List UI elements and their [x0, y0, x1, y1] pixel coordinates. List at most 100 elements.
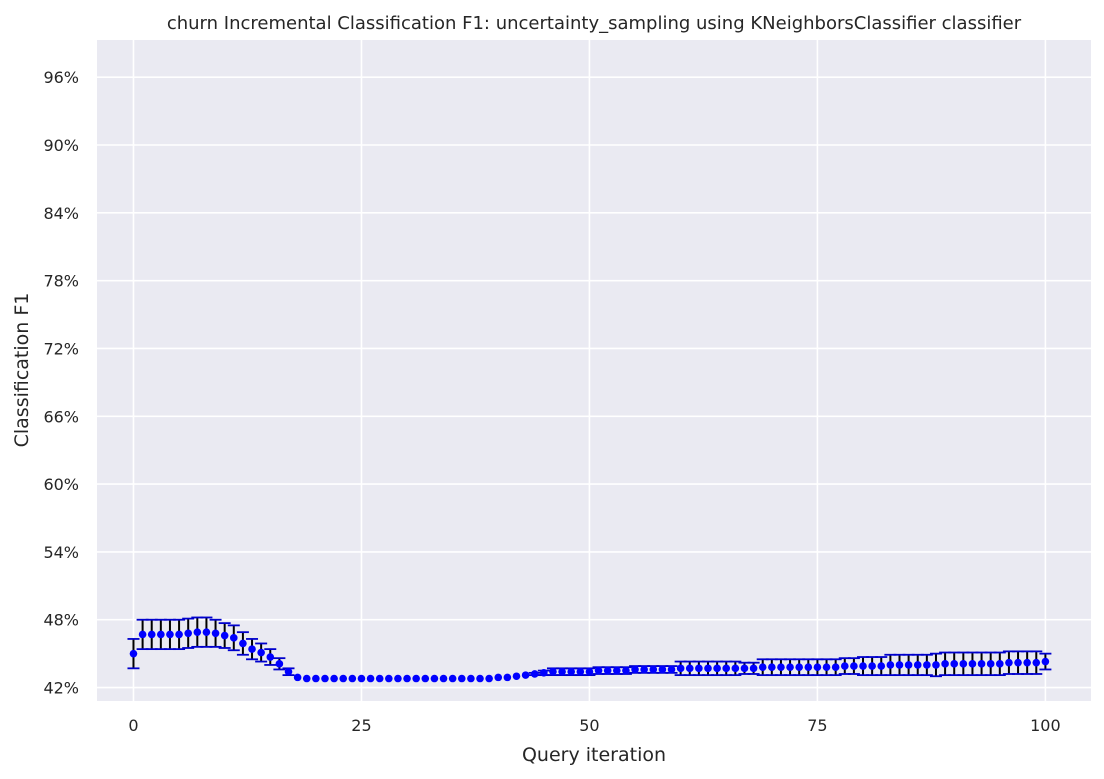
data-point: [175, 630, 183, 639]
data-point: [540, 669, 548, 677]
data-point: [822, 663, 831, 672]
data-point: [886, 661, 895, 669]
data-point: [804, 663, 813, 672]
data-point: [576, 667, 585, 676]
data-point: [1005, 658, 1013, 667]
data-point: [950, 660, 959, 668]
data-point: [193, 628, 202, 636]
data-point: [312, 674, 320, 683]
y-tick-label: 72%: [43, 339, 79, 358]
data-point: [986, 660, 995, 668]
x-tick-label: 0: [128, 716, 138, 735]
x-tick-labels: 0 25 50 75 100: [128, 716, 1060, 735]
data-point: [704, 664, 712, 673]
y-tick-label: 66%: [43, 407, 79, 426]
data-point: [549, 667, 557, 676]
y-tick-label: 84%: [43, 204, 79, 223]
data-point: [1023, 658, 1031, 667]
y-tick-label: 60%: [43, 475, 79, 494]
data-point: [521, 671, 530, 679]
y-tick-label: 90%: [43, 136, 79, 155]
data-point: [649, 665, 658, 674]
data-point: [439, 674, 448, 683]
data-point: [594, 666, 603, 675]
data-point: [722, 664, 731, 673]
data-point: [777, 663, 785, 672]
data-points: [129, 628, 1050, 683]
data-point: [239, 639, 247, 648]
data-point: [403, 674, 411, 683]
data-point: [850, 662, 858, 670]
data-point: [1041, 657, 1050, 666]
data-point: [968, 660, 977, 668]
data-point: [467, 674, 475, 683]
data-point: [366, 674, 375, 683]
data-point: [667, 665, 676, 674]
data-point: [348, 674, 357, 683]
data-point: [293, 673, 302, 682]
data-point: [512, 672, 521, 681]
y-tick-label: 96%: [43, 68, 79, 87]
data-point: [302, 674, 311, 683]
data-point: [1014, 658, 1022, 667]
data-point: [220, 631, 229, 640]
data-point: [503, 673, 512, 682]
data-point: [375, 674, 384, 683]
data-point: [257, 648, 265, 657]
data-point: [138, 630, 147, 639]
x-tick-label: 25: [351, 716, 371, 735]
data-point: [877, 662, 886, 670]
y-tick-label: 78%: [43, 272, 79, 291]
plot-area: [97, 40, 1091, 701]
data-point: [959, 660, 968, 668]
data-point: [184, 629, 192, 638]
data-point: [923, 661, 931, 669]
y-tick-label: 42%: [43, 679, 79, 698]
data-point: [713, 664, 721, 673]
data-point: [284, 667, 293, 676]
data-point: [430, 674, 439, 683]
chart-title: churn Incremental Classification F1: unc…: [167, 13, 1022, 34]
data-point: [977, 660, 986, 668]
data-point: [685, 664, 694, 673]
data-point: [229, 634, 238, 642]
data-point: [485, 674, 493, 683]
data-point: [339, 674, 348, 683]
data-point: [558, 667, 566, 676]
data-point: [157, 630, 165, 639]
data-point: [412, 674, 420, 683]
data-point: [421, 674, 430, 683]
data-point: [941, 660, 949, 668]
y-tick-labels: 42% 48% 54% 60% 66% 72% 78% 84% 90% 96%: [43, 68, 79, 697]
data-point: [786, 663, 794, 672]
data-point: [147, 630, 156, 639]
data-point: [394, 674, 402, 683]
data-point: [996, 660, 1004, 668]
data-point: [357, 674, 366, 683]
data-point: [795, 663, 803, 672]
data-point: [658, 665, 667, 674]
data-point: [612, 666, 621, 675]
data-point: [840, 662, 849, 670]
data-point: [740, 664, 749, 673]
data-point: [530, 670, 539, 678]
x-tick-label: 50: [579, 716, 599, 735]
data-point: [494, 673, 503, 682]
data-point: [166, 630, 174, 639]
data-point: [895, 661, 904, 669]
data-point: [640, 665, 648, 674]
x-tick-label: 75: [807, 716, 827, 735]
data-point: [248, 645, 256, 653]
y-axis-label: Classification F1: [11, 293, 33, 448]
data-point: [831, 663, 840, 672]
data-point: [321, 674, 329, 683]
data-point: [913, 661, 922, 669]
x-axis-label: Query iteration: [522, 744, 666, 766]
data-point: [622, 666, 630, 675]
data-point: [631, 665, 639, 674]
data-point: [768, 663, 776, 672]
data-point: [275, 660, 284, 668]
data-point: [904, 661, 913, 669]
data-point: [859, 662, 867, 670]
